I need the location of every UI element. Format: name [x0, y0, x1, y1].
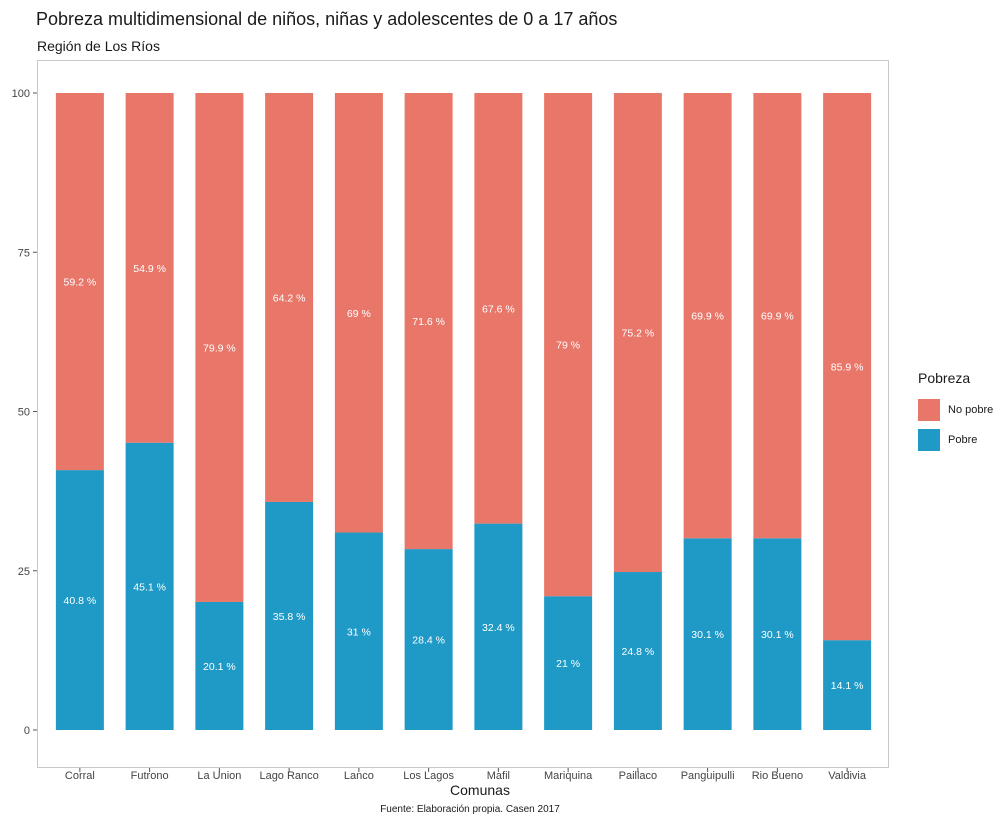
- bar-no-pobre: [55, 93, 104, 471]
- data-label-no-pobre: 64.2 %: [273, 292, 306, 304]
- data-label-pobre: 32.4 %: [482, 622, 515, 634]
- data-label-pobre: 30.1 %: [761, 629, 794, 641]
- y-tick-label: 25: [18, 566, 30, 578]
- bar-no-pobre: [404, 93, 453, 550]
- bar-no-pobre: [753, 93, 802, 539]
- legend: Pobreza No pobre Pobre: [918, 370, 993, 455]
- y-tick-label: 0: [24, 725, 30, 737]
- bar-no-pobre: [474, 93, 523, 524]
- plot-panel: [37, 60, 889, 768]
- x-tick-label: Los Lagos: [403, 770, 454, 782]
- y-tick-label: 100: [12, 88, 30, 100]
- bar-no-pobre: [613, 93, 662, 573]
- bar-no-pobre: [334, 93, 383, 533]
- bar-no-pobre: [544, 93, 593, 597]
- data-label-pobre: 24.8 %: [622, 646, 655, 658]
- x-tick-label: Lago Ranco: [259, 770, 318, 782]
- bar-pobre: [125, 442, 174, 730]
- bar-pobre: [265, 501, 314, 730]
- bar-no-pobre: [125, 93, 174, 443]
- data-label-pobre: 30.1 %: [691, 629, 724, 641]
- data-label-pobre: 31 %: [347, 626, 371, 638]
- bar-pobre: [613, 572, 662, 730]
- chart-caption: Fuente: Elaboración propia. Casen 2017: [380, 804, 560, 815]
- x-tick-label: Rio Bueno: [752, 770, 803, 782]
- data-label-pobre: 20.1 %: [203, 661, 236, 673]
- data-label-no-pobre: 59.2 %: [64, 277, 97, 289]
- y-tick-label: 50: [18, 407, 30, 419]
- bar-pobre: [55, 470, 104, 730]
- chart-subtitle: Región de Los Ríos: [37, 38, 160, 54]
- data-label-pobre: 21 %: [556, 658, 580, 670]
- bar-pobre: [334, 532, 383, 730]
- data-label-no-pobre: 79 %: [556, 340, 580, 352]
- x-tick-label: Mariquina: [544, 770, 593, 782]
- bar-pobre: [823, 640, 872, 730]
- data-label-no-pobre: 54.9 %: [133, 263, 166, 275]
- legend-swatch-no-pobre: [918, 399, 940, 421]
- legend-label-no-pobre: No pobre: [948, 404, 994, 416]
- data-label-pobre: 45.1 %: [133, 581, 166, 593]
- bar-no-pobre: [265, 93, 314, 502]
- data-label-pobre: 40.8 %: [64, 595, 97, 607]
- data-label-no-pobre: 69.9 %: [761, 311, 794, 323]
- bar-no-pobre: [195, 93, 244, 602]
- bar-pobre: [683, 538, 732, 730]
- legend-title: Pobreza: [918, 370, 971, 386]
- legend-item-no-pobre: No pobre: [918, 395, 993, 425]
- legend-swatch-pobre: [918, 429, 940, 451]
- data-label-no-pobre: 75.2 %: [622, 328, 655, 340]
- data-label-no-pobre: 69 %: [347, 308, 371, 320]
- data-label-pobre: 28.4 %: [412, 635, 445, 647]
- data-label-pobre: 35.8 %: [273, 611, 306, 623]
- x-tick-label: Paillaco: [619, 770, 658, 782]
- bar-pobre: [195, 601, 244, 730]
- x-tick-label: La Union: [197, 770, 241, 782]
- x-tick-label: Corral: [65, 770, 95, 782]
- x-tick-label: Futrono: [131, 770, 169, 782]
- legend-label-pobre: Pobre: [948, 434, 978, 446]
- bar-pobre: [753, 538, 802, 730]
- bar-no-pobre: [823, 93, 872, 641]
- legend-item-pobre: Pobre: [918, 425, 993, 455]
- bar-pobre: [404, 549, 453, 730]
- bar-no-pobre: [683, 93, 732, 539]
- x-axis-title: Comunas: [450, 782, 510, 798]
- data-label-no-pobre: 85.9 %: [831, 362, 864, 374]
- data-label-no-pobre: 79.9 %: [203, 342, 236, 354]
- chart-title: Pobreza multidimensional de niños, niñas…: [36, 9, 618, 29]
- data-label-pobre: 14.1 %: [831, 680, 864, 692]
- x-tick-label: Mafil: [487, 770, 510, 782]
- x-tick-label: Lanco: [344, 770, 374, 782]
- x-tick-label: Valdivia: [828, 770, 867, 782]
- data-label-no-pobre: 67.6 %: [482, 303, 515, 315]
- x-tick-label: Panguipulli: [681, 770, 735, 782]
- data-label-no-pobre: 71.6 %: [412, 316, 445, 328]
- bar-pobre: [544, 596, 593, 730]
- y-tick-label: 75: [18, 247, 30, 259]
- data-label-no-pobre: 69.9 %: [691, 311, 724, 323]
- bar-pobre: [474, 523, 523, 730]
